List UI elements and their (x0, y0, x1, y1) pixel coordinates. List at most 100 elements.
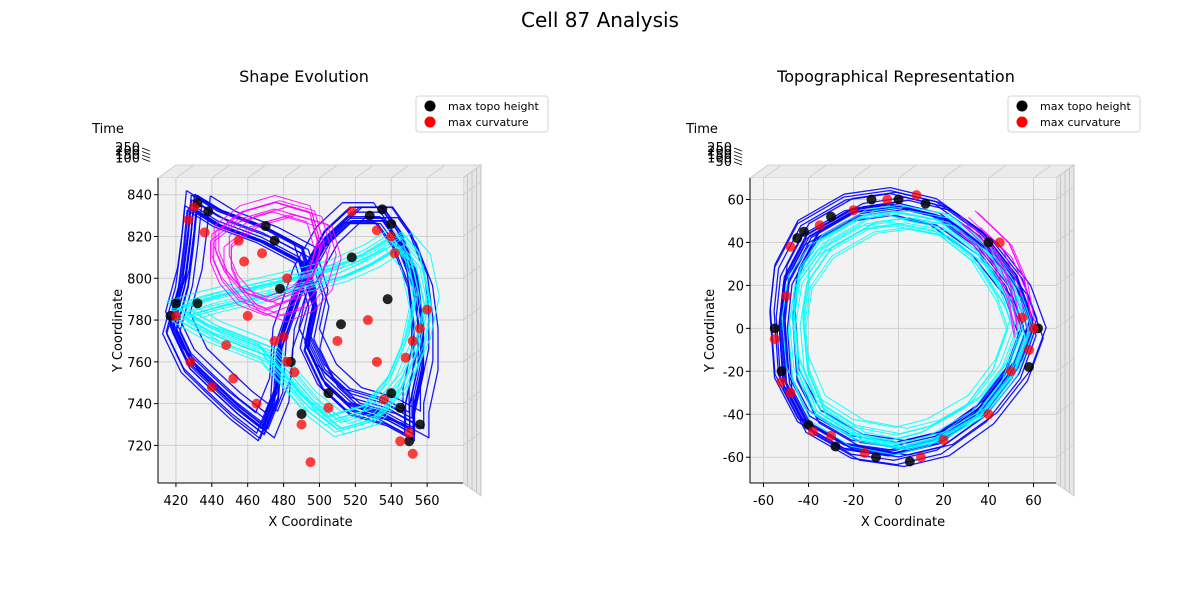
series-line (959, 229, 1016, 335)
y-tick-label: 780 (127, 314, 152, 329)
y-tick-label: 0 (736, 322, 744, 337)
y-gridline-side (462, 431, 482, 446)
point-max-curvature (221, 340, 232, 351)
legend-box (415, 95, 549, 133)
z-tick-label: 50 (715, 155, 732, 170)
series-line (171, 207, 425, 436)
z-tick (141, 158, 151, 162)
x-gridline-top (1033, 164, 1052, 179)
x-tick-label: 20 (935, 494, 952, 509)
z-tick (733, 161, 743, 166)
z-tick (141, 154, 151, 159)
subplot-shape-evolution: 420 440 460 480 500 520 540 560 720 740 760 780 800 8… (91, 67, 549, 530)
legend-label: max curvature (1040, 116, 1121, 129)
point-max-topo-height (377, 204, 388, 215)
z-tick-label: 150 (115, 148, 140, 163)
subplot-title: Shape Evolution (239, 67, 369, 86)
y-tick-label: -60 (723, 451, 744, 466)
y-tick-label: 820 (127, 230, 152, 245)
series-line (230, 213, 337, 317)
x-gridline-top (283, 164, 302, 179)
point-max-topo-height (1024, 362, 1034, 373)
point-max-topo-height (275, 283, 285, 294)
point-max-topo-height (192, 298, 203, 309)
point-max-curvature (362, 315, 373, 326)
series-line (958, 230, 1015, 338)
x-gridline-top (943, 164, 962, 179)
point-max-curvature (826, 430, 836, 441)
point-max-curvature (983, 409, 994, 420)
x-gridline-top (211, 164, 231, 179)
x-tick-label: 440 (199, 494, 224, 509)
y-gridline-side (462, 348, 482, 363)
z-tick (141, 151, 151, 155)
y-gridline-side (1055, 357, 1075, 372)
y-tick-label: 840 (127, 189, 152, 204)
point-max-curvature (185, 356, 196, 367)
x-gridline-top (319, 164, 338, 179)
y-gridline-side (462, 390, 482, 405)
point-max-topo-height (386, 218, 397, 229)
point-max-curvature (1024, 344, 1034, 355)
point-max-topo-height (296, 409, 307, 420)
point-max-curvature (257, 248, 268, 259)
point-max-curvature (199, 227, 210, 238)
point-max-curvature (1006, 366, 1016, 377)
point-max-curvature (414, 323, 425, 334)
point-max-curvature (289, 367, 300, 378)
series-line (805, 228, 1027, 451)
point-max-curvature (188, 202, 199, 213)
z-tick-label: 200 (115, 145, 140, 160)
z-axis-label: Time (685, 122, 718, 137)
z-tick-label: 200 (707, 145, 732, 160)
series-line (783, 205, 1025, 447)
x-axis-label: X Coordinate (268, 515, 352, 530)
series-line (171, 235, 430, 430)
series-line (170, 237, 417, 422)
x-tick-label: -60 (753, 494, 774, 509)
point-max-curvature (882, 194, 893, 205)
z-tick-label: 250 (115, 141, 140, 156)
x-gridline-top (808, 164, 827, 179)
legend-label: max curvature (448, 116, 529, 129)
series-line (781, 214, 1009, 443)
point-max-curvature (206, 381, 217, 392)
y-gridline-side (1055, 186, 1075, 200)
point-max-curvature (269, 335, 280, 346)
point-max-curvature (911, 190, 922, 201)
x-gridline-top (175, 164, 195, 179)
z-axis-label: Time (91, 122, 124, 137)
x-tick-label: 460 (235, 494, 260, 509)
series-line (968, 216, 1027, 328)
point-max-topo-height (386, 388, 397, 399)
point-max-topo-height (404, 436, 415, 447)
point-max-curvature (371, 356, 382, 367)
z-tick-label: 100 (115, 152, 140, 167)
series-line (213, 195, 320, 298)
series-line (799, 222, 1026, 449)
x-tick-label: 560 (415, 494, 440, 509)
point-max-curvature (305, 457, 316, 468)
point-max-topo-height (382, 294, 393, 305)
point-max-curvature (785, 241, 796, 252)
series-line (186, 250, 433, 435)
point-max-curvature (422, 304, 433, 315)
point-max-topo-height (395, 402, 406, 413)
point-max-curvature (407, 448, 418, 459)
y-axis-label: Y Coordinate (703, 289, 718, 373)
pane-top (748, 164, 1076, 179)
point-max-curvature (776, 377, 787, 388)
point-max-topo-height (323, 388, 334, 399)
point-max-curvature (282, 356, 293, 367)
x-tick-label: -40 (798, 494, 819, 509)
y-gridline-side (1055, 229, 1075, 243)
series-line (174, 237, 414, 418)
y-gridline-side (462, 223, 482, 237)
x-gridline-top (853, 164, 872, 179)
series-line (213, 211, 316, 311)
point-max-topo-height (414, 419, 425, 430)
series-line (792, 213, 1029, 451)
point-max-curvature (379, 394, 390, 405)
y-tick-label: 720 (127, 439, 152, 454)
point-max-curvature (1028, 323, 1039, 334)
